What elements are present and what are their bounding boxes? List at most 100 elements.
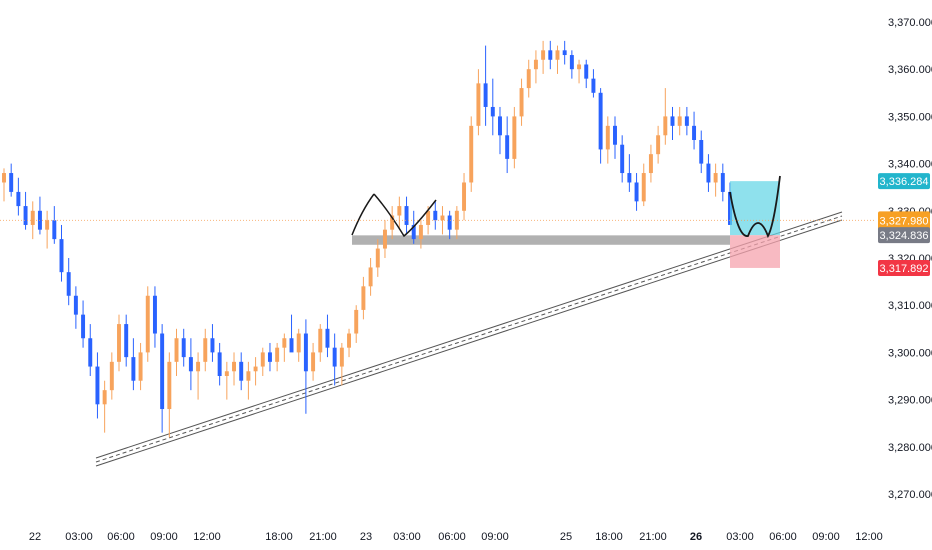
candle-body[interactable] — [131, 357, 136, 381]
candle-body[interactable] — [526, 69, 531, 89]
candle-body[interactable] — [677, 116, 682, 126]
candle-body[interactable] — [138, 352, 143, 381]
candle-body[interactable] — [73, 295, 78, 315]
candle-body[interactable] — [505, 135, 510, 159]
candle-body[interactable] — [512, 116, 517, 159]
candle-body[interactable] — [311, 352, 316, 372]
candle-body[interactable] — [303, 333, 308, 372]
candle-body[interactable] — [196, 361, 201, 372]
candle-body[interactable] — [541, 50, 546, 60]
candle-body[interactable] — [692, 125, 697, 140]
candle-body[interactable] — [124, 324, 129, 358]
candle-body[interactable] — [533, 59, 538, 70]
candle-body[interactable] — [469, 125, 474, 183]
candle-body[interactable] — [641, 173, 646, 202]
candle-body[interactable] — [548, 50, 553, 60]
candle-body[interactable] — [433, 210, 438, 221]
candle-body[interactable] — [66, 272, 71, 296]
candle-body[interactable] — [498, 116, 502, 136]
candle-body[interactable] — [217, 352, 222, 376]
candle-body[interactable] — [368, 267, 373, 287]
candle-body[interactable] — [318, 328, 323, 353]
candle-body[interactable] — [684, 116, 689, 126]
candle-body[interactable] — [418, 224, 423, 240]
candle-body[interactable] — [584, 64, 589, 79]
candle-body[interactable] — [555, 50, 560, 60]
candle-body[interactable] — [440, 215, 445, 221]
candle-body[interactable] — [354, 309, 359, 334]
candle-body[interactable] — [102, 390, 107, 405]
candle-body[interactable] — [188, 357, 193, 372]
candle-body[interactable] — [232, 361, 236, 372]
trendline-lower[interactable] — [95, 219, 843, 467]
candle-body[interactable] — [634, 182, 639, 202]
candle-body[interactable] — [404, 206, 409, 225]
candle-body[interactable] — [339, 347, 344, 367]
candle-body[interactable] — [224, 371, 229, 376]
candle-body[interactable] — [670, 116, 675, 126]
candle-body[interactable] — [81, 314, 86, 339]
candle-body[interactable] — [613, 125, 617, 145]
candle-body[interactable] — [325, 328, 330, 348]
candle-body[interactable] — [447, 215, 452, 230]
candle-body[interactable] — [656, 135, 661, 155]
candle-body[interactable] — [59, 239, 64, 273]
candle-body[interactable] — [426, 210, 431, 225]
candle-body[interactable] — [181, 338, 186, 358]
candle-body[interactable] — [598, 92, 603, 150]
candle-body[interactable] — [411, 224, 416, 240]
candle-body[interactable] — [30, 210, 35, 225]
candle-body[interactable] — [289, 338, 294, 353]
candle-body[interactable] — [720, 173, 725, 192]
target-zone[interactable] — [730, 181, 780, 236]
candle-body[interactable] — [9, 173, 14, 192]
candle-body[interactable] — [332, 347, 337, 367]
candle-body[interactable] — [562, 50, 567, 56]
candle-body[interactable] — [88, 338, 93, 367]
candle-body[interactable] — [519, 88, 524, 117]
candle-body[interactable] — [145, 295, 150, 353]
candle-body[interactable] — [648, 154, 653, 174]
candle-body[interactable] — [490, 106, 495, 117]
candle-body[interactable] — [239, 361, 244, 381]
price-axis[interactable]: 3,370.0003,360.0003,350.0003,340.0003,33… — [888, 17, 932, 501]
candle-body[interactable] — [627, 173, 632, 183]
candle-body[interactable] — [390, 215, 395, 230]
candle-body[interactable] — [210, 338, 215, 353]
candle-body[interactable] — [699, 140, 704, 164]
candle-body[interactable] — [706, 163, 711, 183]
candle-body[interactable] — [663, 116, 668, 136]
candle-body[interactable] — [267, 352, 272, 362]
candle-body[interactable] — [375, 248, 380, 268]
stop-zone[interactable] — [730, 235, 780, 268]
candle-body[interactable] — [203, 338, 208, 362]
candle-body[interactable] — [462, 182, 467, 211]
candle-body[interactable] — [591, 78, 596, 93]
candle-body[interactable] — [282, 338, 287, 348]
candle-body[interactable] — [152, 295, 157, 334]
candle-body[interactable] — [476, 83, 481, 126]
candle-body[interactable] — [16, 191, 21, 207]
candle-body[interactable] — [52, 220, 57, 240]
candle-body[interactable] — [397, 206, 402, 216]
candle-body[interactable] — [109, 361, 114, 391]
candle-body[interactable] — [23, 206, 28, 225]
time-axis[interactable]: 22 03:00 06:00 09:00 12:00 18:00 21:00 23 03:00 0… — [29, 531, 883, 543]
candle-body[interactable] — [382, 229, 387, 249]
trendline-upper[interactable] — [95, 211, 843, 459]
candle-body[interactable] — [296, 333, 301, 353]
position-tool-layer[interactable] — [730, 181, 780, 268]
candle-body[interactable] — [253, 366, 258, 372]
candle-body[interactable] — [117, 324, 121, 362]
candle-body[interactable] — [347, 333, 352, 348]
candle-body[interactable] — [577, 64, 582, 70]
candle-body[interactable] — [605, 125, 610, 150]
candle-body[interactable] — [246, 371, 251, 381]
candle-body[interactable] — [45, 220, 50, 230]
candle-body[interactable] — [713, 173, 718, 183]
candle-body[interactable] — [160, 333, 165, 410]
candle-body[interactable] — [483, 83, 488, 107]
candle-body[interactable] — [95, 366, 100, 405]
candle-body[interactable] — [275, 347, 280, 362]
